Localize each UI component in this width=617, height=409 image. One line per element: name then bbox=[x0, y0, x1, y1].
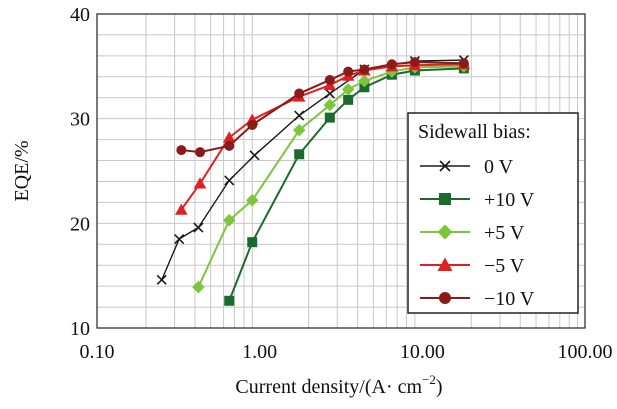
legend-item: 0 V bbox=[420, 156, 514, 178]
legend-label: 0 V bbox=[484, 156, 514, 178]
data-point-x bbox=[439, 160, 451, 172]
data-point-diamond bbox=[192, 280, 205, 294]
x-tick-label: 10.00 bbox=[400, 341, 445, 363]
data-point-circle bbox=[195, 147, 206, 158]
x-axis-title-main: Current density/(A· cm bbox=[235, 376, 422, 398]
y-tick-label: 20 bbox=[70, 213, 90, 235]
y-tick-label: 40 bbox=[70, 4, 90, 26]
legend: Sidewall bias: 0 V +10 V +5 V −5 V −10 V bbox=[407, 112, 579, 314]
legend-item: +5 V bbox=[420, 222, 525, 244]
data-point-diamond bbox=[292, 123, 306, 137]
legend-item: +10 V bbox=[420, 189, 535, 211]
x-axis-title-suffix: ) bbox=[436, 376, 443, 398]
data-point-x bbox=[294, 110, 305, 121]
data-point-triangle bbox=[437, 257, 453, 271]
data-point-circle bbox=[324, 74, 335, 85]
data-point-triangle bbox=[222, 131, 236, 143]
legend-label: −10 V bbox=[484, 288, 535, 310]
data-point-circle bbox=[386, 59, 397, 70]
data-point-diamond bbox=[358, 74, 371, 88]
x-tick-label: 100.00 bbox=[558, 341, 613, 363]
data-point-circle bbox=[458, 58, 469, 69]
data-point-square bbox=[343, 94, 354, 105]
data-point-square bbox=[247, 237, 258, 248]
x-tick-label: 0.10 bbox=[80, 341, 115, 363]
data-point-x bbox=[174, 233, 185, 245]
plot-frame bbox=[96, 13, 586, 329]
data-point-x bbox=[193, 222, 204, 233]
legend-item: −5 V bbox=[420, 255, 525, 277]
data-point-square bbox=[294, 149, 305, 160]
data-point-x bbox=[249, 150, 260, 161]
data-point-x bbox=[156, 274, 167, 285]
legend-box bbox=[407, 112, 579, 314]
series-layer bbox=[156, 54, 471, 306]
data-point-square bbox=[439, 193, 451, 205]
data-point-square bbox=[359, 82, 370, 93]
data-point-triangle bbox=[175, 203, 188, 215]
data-point-circle bbox=[176, 145, 187, 156]
data-point-triangle bbox=[193, 177, 207, 189]
data-point-diamond bbox=[222, 213, 236, 227]
tick-labels: 0.10 1.00 10.00 100.00 10 20 30 40 bbox=[70, 4, 613, 363]
data-point-circle bbox=[247, 119, 258, 130]
legend-title: Sidewall bias: bbox=[418, 121, 531, 143]
data-point-diamond bbox=[341, 83, 355, 96]
legend-label: +5 V bbox=[484, 222, 525, 244]
data-point-circle bbox=[294, 88, 305, 99]
legend-label: +10 V bbox=[484, 189, 535, 211]
data-point-circle bbox=[409, 57, 420, 68]
legend-label: −5 V bbox=[484, 255, 525, 277]
legend-items: 0 V +10 V +5 V −5 V −10 V bbox=[420, 156, 535, 310]
data-point-circle bbox=[359, 64, 370, 75]
y-tick-label: 30 bbox=[70, 109, 90, 131]
data-point-square bbox=[224, 295, 235, 306]
data-point-diamond bbox=[437, 224, 453, 240]
data-point-square bbox=[324, 112, 335, 123]
data-point-diamond bbox=[245, 194, 259, 207]
x-axis-title-superscript: −2 bbox=[422, 372, 436, 387]
legend-item: −10 V bbox=[420, 288, 535, 310]
data-point-circle bbox=[343, 66, 354, 77]
data-point-circle bbox=[439, 292, 451, 304]
series-5 bbox=[176, 57, 469, 158]
series-line bbox=[197, 65, 464, 288]
data-point-x bbox=[324, 88, 335, 99]
data-point-x bbox=[224, 175, 235, 186]
y-tick-label: 10 bbox=[70, 318, 90, 340]
x-axis-title: Current density/(A· cm−2) bbox=[235, 372, 442, 398]
data-point-circle bbox=[224, 140, 235, 151]
data-point-diamond bbox=[323, 98, 337, 112]
y-axis-title: EQE/% bbox=[11, 140, 33, 201]
series-3 bbox=[192, 60, 471, 294]
x-tick-label: 1.00 bbox=[242, 341, 277, 363]
